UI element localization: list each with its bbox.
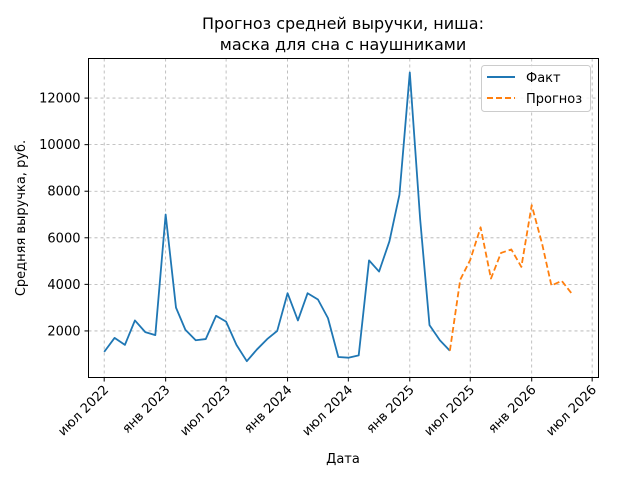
chart-title-line-1: Прогноз средней выручки, ниша: bbox=[202, 14, 484, 33]
series-line-forecast bbox=[448, 204, 573, 351]
series-layer bbox=[103, 71, 573, 363]
grid-lines bbox=[88, 58, 599, 378]
series-line-fact bbox=[103, 71, 451, 363]
chart-title-line-2: маска для сна с наушниками bbox=[220, 35, 466, 54]
y-tick-label: 10000 bbox=[39, 138, 80, 153]
y-tick-label: 6000 bbox=[47, 231, 80, 246]
legend: Факт Прогноз bbox=[481, 65, 591, 112]
plot-frame bbox=[88, 58, 599, 378]
legend-label-forecast: Прогноз bbox=[526, 92, 582, 107]
x-axis-label: Дата bbox=[326, 452, 360, 467]
y-tick-label: 8000 bbox=[47, 185, 80, 200]
y-tick-label: 4000 bbox=[47, 278, 80, 293]
y-axis-ticks: 2000 4000 6000 8000 10000 12000 bbox=[39, 92, 89, 339]
y-tick-label: 2000 bbox=[47, 324, 80, 339]
legend-label-fact: Факт bbox=[526, 71, 561, 86]
y-tick-label: 12000 bbox=[39, 92, 80, 107]
y-axis-label: Средняя выручка, руб. bbox=[14, 140, 29, 296]
